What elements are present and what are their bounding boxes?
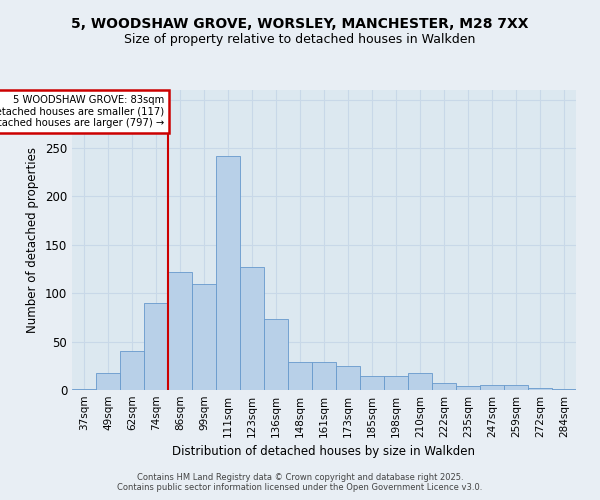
Bar — [288, 362, 312, 390]
Bar — [312, 362, 336, 390]
Bar — [360, 376, 384, 390]
Text: Size of property relative to detached houses in Walkden: Size of property relative to detached ho… — [124, 32, 476, 46]
Text: 5 WOODSHAW GROVE: 83sqm
← 13% of detached houses are smaller (117)
87% of semi-d: 5 WOODSHAW GROVE: 83sqm ← 13% of detache… — [0, 95, 164, 128]
Bar — [240, 267, 264, 390]
Text: Contains HM Land Registry data © Crown copyright and database right 2025.
Contai: Contains HM Land Registry data © Crown c… — [118, 473, 482, 492]
Bar — [144, 303, 168, 390]
Bar — [528, 388, 552, 390]
Y-axis label: Number of detached properties: Number of detached properties — [26, 147, 40, 333]
Bar — [120, 352, 144, 390]
Bar — [168, 272, 192, 390]
Bar — [96, 372, 120, 390]
Bar — [552, 389, 576, 390]
Bar — [384, 376, 408, 390]
Text: 5, WOODSHAW GROVE, WORSLEY, MANCHESTER, M28 7XX: 5, WOODSHAW GROVE, WORSLEY, MANCHESTER, … — [71, 18, 529, 32]
Bar — [264, 320, 288, 390]
Bar — [432, 383, 456, 390]
Bar — [408, 372, 432, 390]
X-axis label: Distribution of detached houses by size in Walkden: Distribution of detached houses by size … — [173, 446, 476, 458]
Bar — [216, 156, 240, 390]
Bar — [480, 385, 504, 390]
Bar — [336, 366, 360, 390]
Bar — [192, 284, 216, 390]
Bar — [504, 385, 528, 390]
Bar — [456, 386, 480, 390]
Bar — [72, 389, 96, 390]
